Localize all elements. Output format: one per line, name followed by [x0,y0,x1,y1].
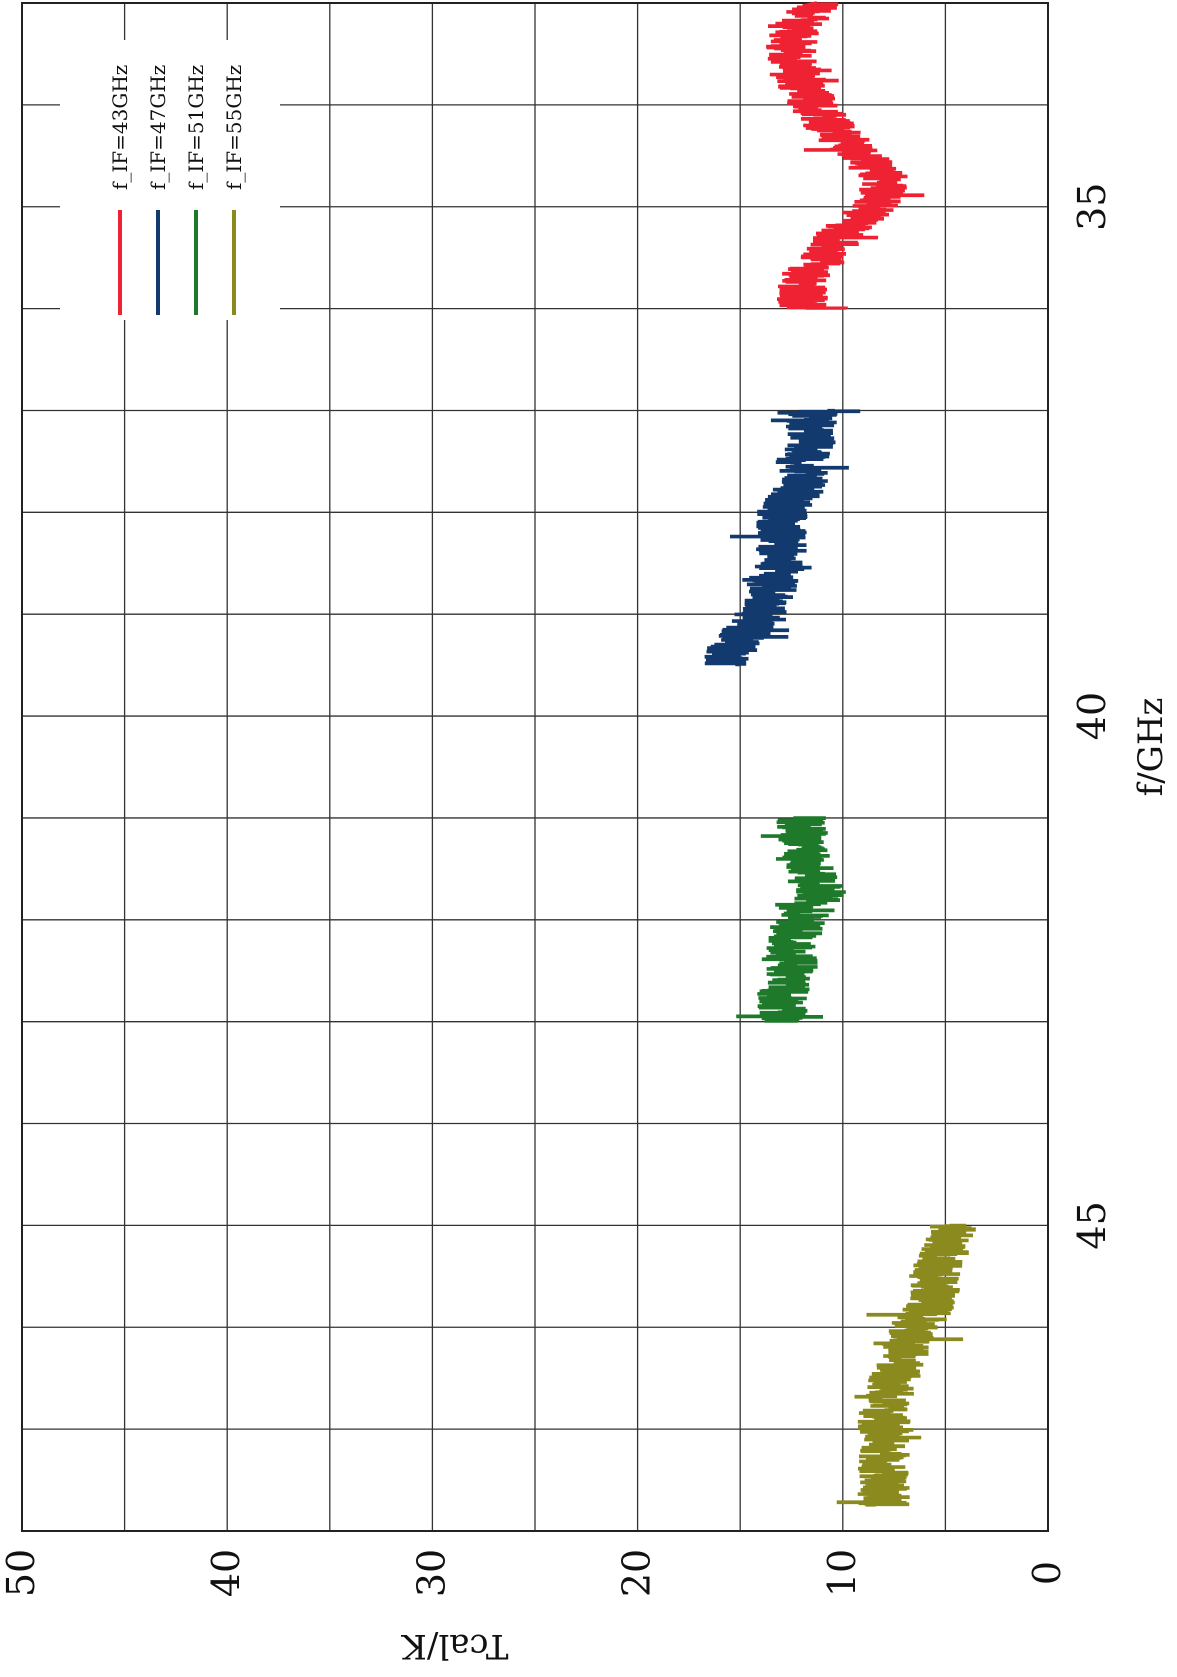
series-1 [766,1,925,310]
y-tick-label: 10 [820,1549,864,1597]
y-tick-label: 20 [615,1549,659,1597]
x-axis-label: f/GHz [1131,698,1171,797]
series-4 [836,1223,976,1507]
legend-label: f_IF=43GHz [108,65,132,190]
y-tick-label: 50 [0,1549,43,1597]
x-tick-label: 45 [1070,1201,1114,1249]
series-2 [704,408,861,667]
y-tick-label: 30 [409,1549,453,1597]
legend: f_IF=43GHz f_IF=47GHz f_IF=51GHz f_IF=55GHz [60,40,280,320]
series-line [704,408,861,667]
y-tick-label: 0 [1025,1561,1069,1585]
legend-label: f_IF=51GHz [184,65,208,190]
legend-box [60,40,280,320]
series-3 [736,816,846,1023]
x-tick-label: 40 [1070,692,1114,740]
y-tick-label: 40 [204,1549,248,1597]
legend-label: f_IF=47GHz [146,65,170,190]
x-tick-label: 35 [1070,183,1114,231]
y-axis-label: Tcal/K [401,1626,509,1666]
plot-frame [21,2,1049,1532]
legend-label: f_IF=55GHz [222,65,246,190]
series-line [736,816,846,1023]
series-line [836,1223,976,1507]
grid [21,2,1049,1532]
series-line [766,1,925,310]
